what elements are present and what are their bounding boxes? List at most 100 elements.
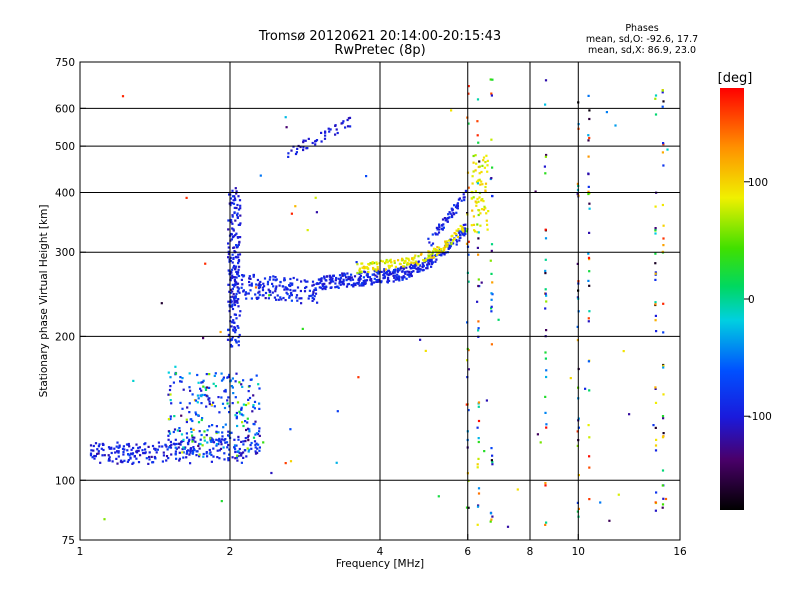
data-point — [191, 393, 194, 396]
data-point — [236, 203, 239, 207]
data-point — [276, 294, 279, 297]
data-point — [497, 318, 500, 321]
data-point — [242, 443, 245, 446]
data-point — [274, 276, 277, 279]
data-point — [437, 252, 440, 255]
data-point — [237, 450, 240, 453]
data-point — [394, 278, 397, 281]
data-point — [237, 340, 240, 343]
data-point — [588, 258, 591, 261]
data-point — [191, 434, 194, 437]
data-point — [232, 228, 235, 231]
data-point — [252, 275, 255, 278]
data-point — [231, 261, 234, 264]
data-point — [434, 260, 437, 263]
data-point — [454, 232, 457, 235]
data-point — [414, 262, 417, 265]
data-point — [92, 449, 95, 452]
data-point — [413, 266, 416, 269]
data-point — [138, 446, 141, 449]
data-point — [444, 219, 447, 222]
data-point — [474, 200, 477, 203]
data-point — [235, 341, 238, 344]
data-point — [407, 263, 410, 266]
data-point — [231, 307, 235, 311]
data-point — [407, 257, 410, 260]
data-point — [98, 443, 101, 446]
data-point — [287, 152, 290, 155]
data-point — [240, 440, 243, 443]
data-point — [248, 277, 251, 280]
data-point — [107, 446, 111, 449]
data-point — [137, 461, 141, 464]
data-point — [259, 284, 262, 287]
data-point — [311, 296, 314, 300]
data-point — [254, 293, 257, 296]
data-point — [223, 458, 226, 461]
data-point — [209, 451, 212, 454]
data-point — [234, 328, 237, 332]
data-point — [255, 432, 258, 435]
data-point — [476, 523, 479, 526]
data-point — [477, 284, 480, 288]
data-point — [202, 452, 205, 456]
data-point — [177, 446, 180, 449]
data-point — [430, 244, 433, 247]
colorbar-label: [deg] — [718, 71, 753, 86]
data-point — [662, 143, 665, 146]
data-point — [249, 378, 252, 381]
data-point — [237, 262, 240, 265]
data-point — [471, 182, 474, 185]
data-point — [261, 286, 264, 289]
data-point — [247, 398, 250, 401]
data-point — [212, 447, 215, 450]
data-point — [450, 207, 453, 210]
data-point — [246, 447, 249, 450]
data-point — [274, 287, 278, 290]
data-point — [350, 284, 353, 287]
data-point — [130, 452, 133, 455]
data-point — [258, 427, 261, 430]
data-point — [306, 280, 309, 283]
data-point — [359, 271, 362, 274]
data-point — [576, 430, 579, 433]
data-point — [178, 442, 181, 445]
data-point — [206, 429, 209, 432]
data-point — [300, 302, 303, 305]
data-point — [222, 446, 225, 449]
data-point — [228, 373, 231, 376]
data-point — [237, 223, 240, 226]
data-point — [227, 300, 230, 303]
data-point — [364, 271, 367, 274]
data-point — [343, 273, 346, 276]
data-point — [165, 455, 169, 458]
data-point — [308, 294, 311, 298]
data-point — [215, 430, 218, 433]
data-point — [369, 278, 372, 281]
data-point — [240, 286, 243, 289]
data-point — [405, 277, 408, 280]
data-point — [233, 300, 236, 303]
data-point — [661, 151, 664, 154]
data-point — [160, 302, 163, 305]
data-point — [383, 272, 386, 275]
data-point — [446, 245, 449, 248]
data-point — [371, 261, 374, 264]
data-point — [302, 139, 305, 142]
data-point — [118, 444, 121, 447]
data-point — [534, 190, 537, 193]
data-point — [246, 427, 250, 430]
data-point — [137, 449, 140, 452]
data-point — [417, 255, 420, 258]
data-point — [192, 439, 195, 442]
data-point — [328, 282, 331, 285]
data-point — [122, 445, 125, 448]
data-point — [587, 94, 590, 97]
data-point — [156, 448, 159, 451]
data-point — [233, 446, 236, 449]
data-point — [371, 273, 374, 276]
data-point — [284, 462, 287, 465]
data-point — [127, 453, 130, 456]
data-point — [283, 278, 286, 281]
data-point — [401, 270, 404, 273]
